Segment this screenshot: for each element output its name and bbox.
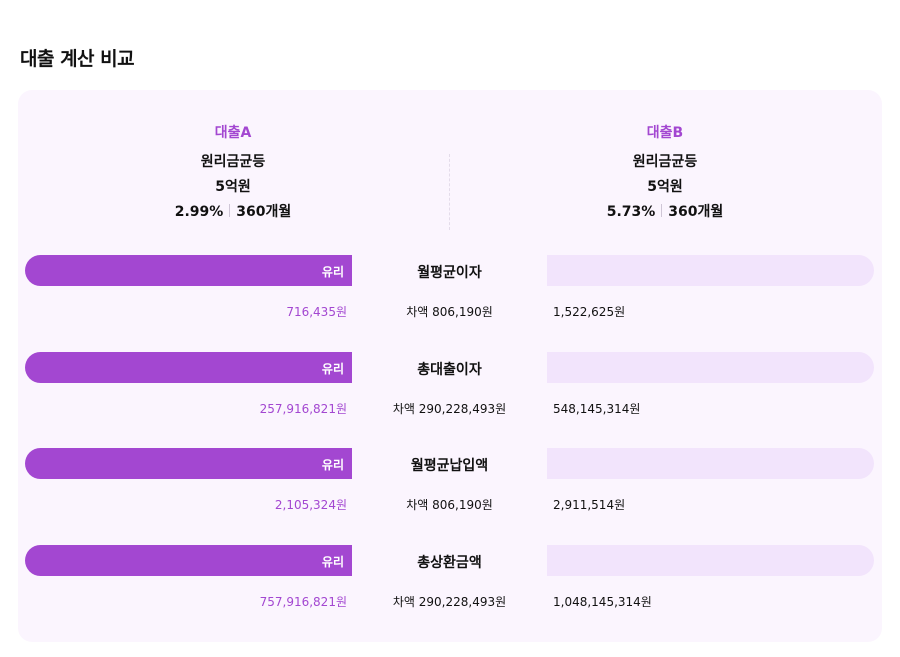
loan-a-bar: 유리 [25,448,352,479]
loan-b-summary: 대출B 원리금균등 5억원 5.73% 360개월 [515,122,815,220]
loan-a-rate-term: 2.99% 360개월 [83,201,383,220]
rate-separator [661,204,663,217]
loan-a-bar: 유리 [25,545,352,576]
rate-separator [229,204,231,217]
advantage-badge: 유리 [321,555,344,569]
metric-row-total-interest: 유리 총대출이자 257,916,821원 차액 290,228,493원 54… [18,352,882,422]
loan-b-bar [547,448,874,479]
metric-label: 월평균이자 [417,265,482,281]
loan-b-bar [547,545,874,576]
difference-value: 차액 806,190원 [406,498,493,512]
page-title: 대출 계산 비교 [20,48,135,70]
loan-b-value: 2,911,514원 [553,498,626,512]
loan-b-bar [547,255,874,286]
difference-value: 차액 806,190원 [406,305,493,319]
metric-row-monthly-interest: 유리 월평균이자 716,435원 차액 806,190원 1,522,625원 [18,255,882,325]
loan-b-rate: 5.73% [606,204,656,220]
loan-a-bar: 유리 [25,255,352,286]
loan-b-rate-term: 5.73% 360개월 [515,201,815,220]
loan-a-value: 257,916,821원 [259,402,347,416]
loan-b-value: 1,522,625원 [553,305,626,319]
loan-b-method: 원리금균등 [632,154,698,170]
loan-a-method: 원리금균등 [200,154,266,170]
loan-b-value: 548,145,314원 [553,402,641,416]
loan-a-summary: 대출A 원리금균등 5억원 2.99% 360개월 [83,122,383,220]
loan-b-bar [547,352,874,383]
difference-value: 차액 290,228,493원 [392,402,507,416]
loan-b-amount: 5억원 [647,179,683,195]
loan-a-amount: 5억원 [215,179,251,195]
loan-a-bar: 유리 [25,352,352,383]
advantage-badge: 유리 [321,458,344,472]
metric-row-monthly-payment: 유리 월평균납입액 2,105,324원 차액 806,190원 2,911,5… [18,448,882,518]
metric-label: 총대출이자 [417,362,482,378]
difference-value: 차액 290,228,493원 [392,595,507,609]
loan-a-value: 757,916,821원 [259,595,347,609]
loan-a-value: 2,105,324원 [274,498,347,512]
loan-b-term: 360개월 [668,204,724,220]
column-divider [449,154,450,230]
loan-a-rate: 2.99% [174,204,224,220]
loan-b-value: 1,048,145,314원 [553,595,652,609]
metric-label: 총상환금액 [417,555,482,571]
loan-b-name: 대출B [646,125,684,141]
comparison-card: 대출A 원리금균등 5억원 2.99% 360개월 대출B 원리금균등 5억원 5… [18,90,882,642]
loan-a-term: 360개월 [236,204,292,220]
metric-row-total-repayment: 유리 총상환금액 757,916,821원 차액 290,228,493원 1,… [18,545,882,615]
advantage-badge: 유리 [321,265,344,279]
loan-a-name: 대출A [214,125,252,141]
metric-label: 월평균납입액 [410,458,489,474]
loan-a-value: 716,435원 [286,305,347,319]
advantage-badge: 유리 [321,362,344,376]
